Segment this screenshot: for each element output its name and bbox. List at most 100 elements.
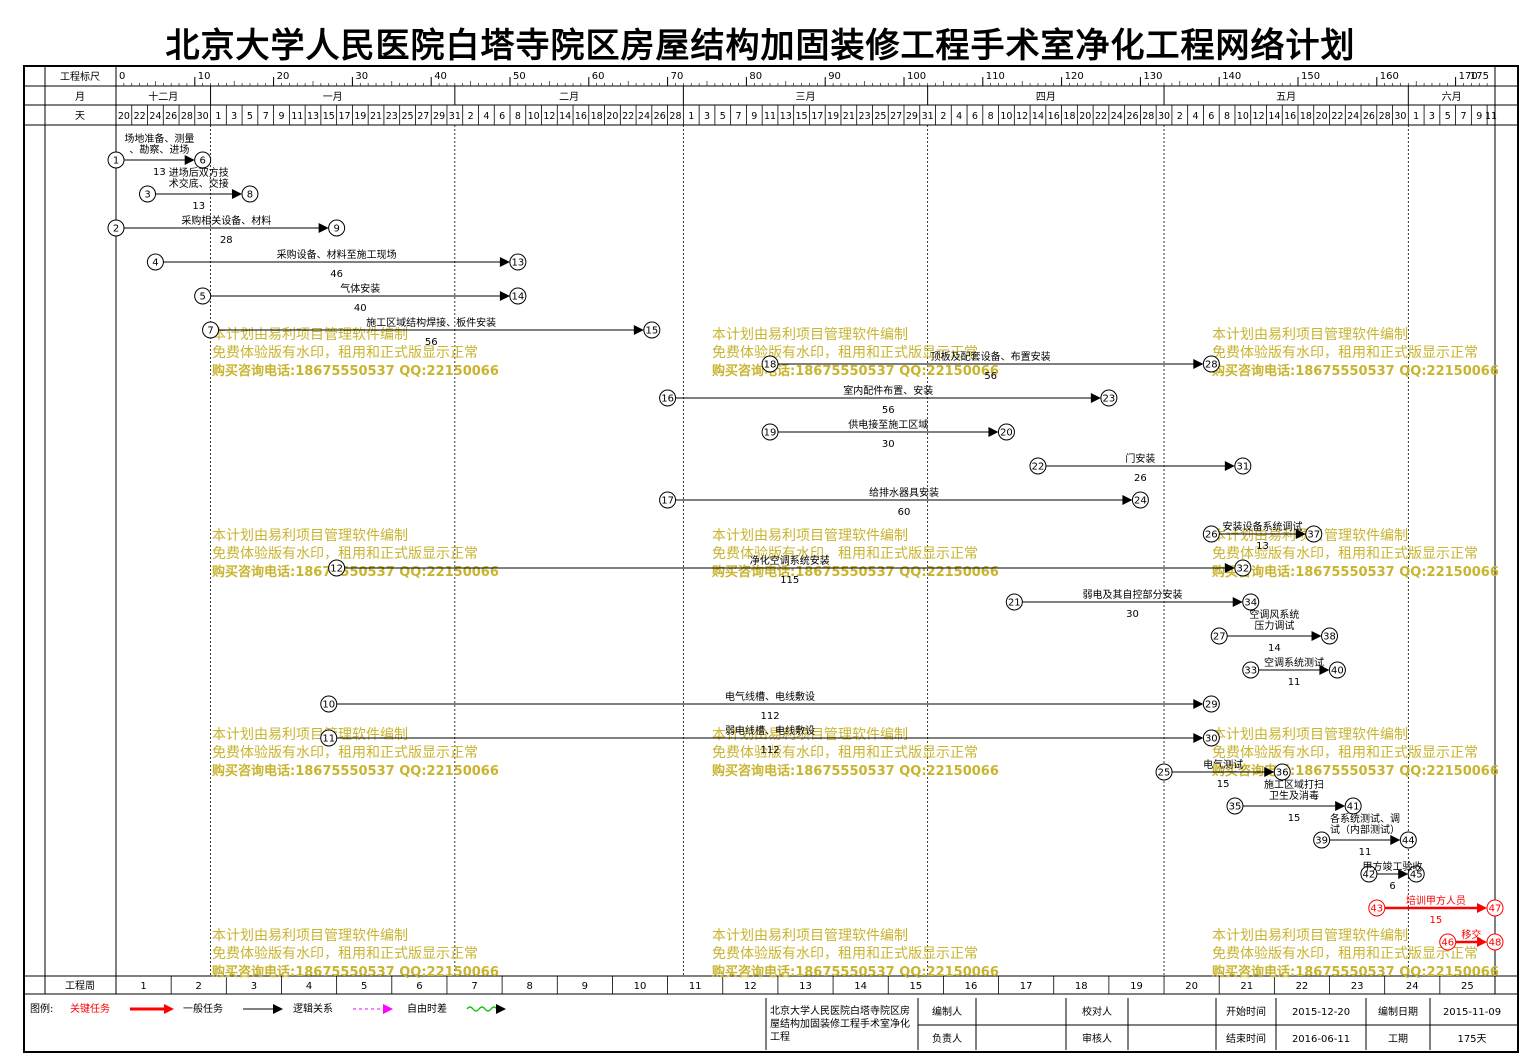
task-node-number: 9 [333, 224, 339, 235]
task-label: 术交底、交接 [169, 177, 229, 190]
task-start-node [194, 287, 212, 305]
scale-tick-label: 110 [986, 71, 1005, 82]
day-label: 24 [1347, 111, 1359, 122]
day-label: 28 [1142, 111, 1154, 122]
day-label: 3 [1429, 111, 1435, 122]
day-label: 28 [669, 111, 681, 122]
week-label: 12 [744, 981, 757, 992]
task-end-node [509, 287, 527, 305]
task-node-number: 7 [207, 326, 213, 337]
watermark-line2: 免费体验版有水印，租用和正式版显示正常 [1212, 345, 1478, 361]
day-label: 21 [370, 111, 382, 122]
day-label: 31 [922, 111, 934, 122]
watermark-line2: 免费体验版有水印，租用和正式版显示正常 [712, 345, 978, 361]
watermark-line2: 免费体验版有水印，租用和正式版显示正常 [212, 546, 478, 562]
week-label: 3 [251, 981, 257, 992]
day-label: 14 [559, 111, 571, 122]
task-end-node [1486, 933, 1504, 951]
task-arrow-head [1224, 563, 1235, 573]
watermark-line3: 购买咨询电话:18675550537 QQ:22150066 [212, 363, 499, 379]
task-start-node [1210, 627, 1228, 645]
watermark-line3: 购买咨询电话:18675550537 QQ:22150066 [712, 964, 999, 980]
task-end-node [194, 151, 212, 169]
task-duration: 11 [1359, 847, 1372, 858]
task-arrow-head [499, 291, 510, 301]
task-label: 安装设备系统调试 [1223, 520, 1303, 533]
task-end-node [1273, 763, 1291, 781]
task-node-number: 38 [1323, 632, 1336, 643]
task-node-number: 3 [144, 190, 150, 201]
task-label: 采购相关设备、材料 [181, 214, 271, 227]
task-start-node [320, 695, 338, 713]
day-label: 9 [751, 111, 757, 122]
footer-reviewer-label: 校对人 [1082, 1005, 1112, 1018]
task-arrow-head [1311, 631, 1322, 641]
scale-tick-label: 150 [1301, 71, 1320, 82]
task-label: 顶板及配套设备、布置安装 [931, 350, 1051, 363]
day-label: 2 [1177, 111, 1183, 122]
task-end-node [1305, 525, 1323, 543]
task-label: 电气测试 [1203, 758, 1243, 771]
task-node-number: 33 [1244, 666, 1257, 677]
watermark-line2: 免费体验版有水印，租用和正式版显示正常 [712, 946, 978, 962]
task-duration: 30 [882, 439, 895, 450]
day-label: 3 [231, 111, 237, 122]
watermark-line3: 购买咨询电话:18675550537 QQ:22150066 [1212, 964, 1499, 980]
week-label: 14 [854, 981, 867, 992]
task-node-number: 43 [1370, 904, 1383, 915]
day-label: 4 [956, 111, 962, 122]
task-node-number: 19 [764, 428, 777, 439]
day-label: 30 [197, 111, 209, 122]
task-start-node [320, 729, 338, 747]
task-start-node [1202, 525, 1220, 543]
day-label: 23 [859, 111, 871, 122]
legend-float-label: 自由时差 [407, 1002, 447, 1015]
month-label: 三月 [796, 91, 816, 103]
day-label: 9 [1476, 111, 1482, 122]
scale-tick-label: 20 [277, 71, 290, 82]
day-label: 5 [247, 111, 253, 122]
day-label: 22 [1095, 111, 1107, 122]
task-node-number: 22 [1032, 462, 1045, 473]
day-label: 17 [811, 111, 823, 122]
watermark-line3: 购买咨询电话:18675550537 QQ:22150066 [212, 964, 499, 980]
task-label: 、勘察、进场 [129, 143, 189, 156]
day-label: 20 [606, 111, 618, 122]
task-arrow-head [184, 155, 195, 165]
scale-tick-label: 0 [119, 71, 125, 82]
task-start-node [1005, 593, 1023, 611]
task-label: 压力调试 [1254, 619, 1294, 632]
watermark-line2: 免费体验版有水印，租用和正式版显示正常 [212, 745, 478, 761]
day-label: 4 [483, 111, 489, 122]
task-label: 场地准备、测量 [124, 132, 194, 145]
watermark-line2: 免费体验版有水印，租用和正式版显示正常 [1212, 946, 1478, 962]
day-label: 8 [988, 111, 994, 122]
day-label: 10 [528, 111, 540, 122]
task-label: 弱电及其自控部分安装 [1083, 588, 1183, 601]
week-label: 20 [1185, 981, 1198, 992]
legend-logic-arrow [383, 1004, 393, 1014]
week-label: 10 [634, 981, 647, 992]
day-label: 29 [433, 111, 445, 122]
watermark-line2: 免费体验版有水印，租用和正式版显示正常 [212, 345, 478, 361]
task-label: 施工区域打扫 [1264, 778, 1324, 791]
task-start-node [146, 253, 164, 271]
watermark-line1: 本计划由易利项目管理软件编制 [212, 327, 408, 343]
day-label: 3 [704, 111, 710, 122]
day-label: 6 [499, 111, 505, 122]
week-label: 19 [1130, 981, 1143, 992]
task-node-number: 21 [1008, 598, 1021, 609]
task-node-number: 12 [330, 564, 343, 575]
watermark-line3: 购买咨询电话:18675550537 QQ:22150066 [1212, 363, 1499, 379]
task-duration: 13 [1256, 541, 1269, 552]
day-label: 7 [735, 111, 741, 122]
day-label: 8 [515, 111, 521, 122]
task-label: 气体安装 [340, 282, 380, 295]
day-label: 26 [1126, 111, 1138, 122]
task-duration: 13 [153, 167, 166, 178]
month-label: 五月 [1276, 91, 1296, 103]
watermark-line1: 本计划由易利项目管理软件编制 [712, 928, 908, 944]
day-label: 23 [386, 111, 398, 122]
task-start-node [1226, 797, 1244, 815]
